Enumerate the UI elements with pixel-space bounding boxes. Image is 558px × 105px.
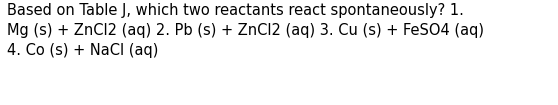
Text: Based on Table J, which two reactants react spontaneously? 1.
Mg (s) + ZnCl2 (aq: Based on Table J, which two reactants re… xyxy=(7,3,484,58)
